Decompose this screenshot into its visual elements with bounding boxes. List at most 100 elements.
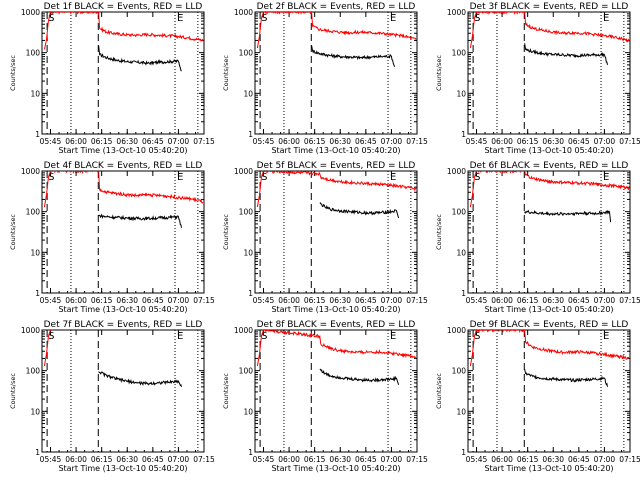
events-series-line (311, 45, 395, 67)
end-marker: E (177, 331, 183, 342)
y-tick-label: 100 (452, 49, 467, 58)
x-tick-label: 06:30 (116, 137, 138, 146)
x-tick-label: 06:00 (65, 296, 87, 305)
x-tick-label: 05:45 (40, 296, 62, 305)
start-marker: S (474, 331, 480, 342)
x-tick-label: 07:00 (594, 455, 616, 464)
events-series-line (319, 368, 400, 385)
x-tick-label: 06:00 (278, 296, 300, 305)
chart-title: Det 7f BLACK = Events, RED = LLD (44, 320, 203, 330)
chart-title: Det 2f BLACK = Events, RED = LLD (257, 2, 416, 12)
x-tick-label: 07:00 (381, 137, 403, 146)
events-series-line (98, 371, 182, 387)
start-marker: S (48, 172, 54, 183)
plot-frame (41, 170, 205, 294)
events-series-line (524, 43, 608, 66)
start-marker: S (261, 331, 267, 342)
x-tick-label: 07:15 (619, 455, 640, 464)
plot-frame (467, 170, 631, 294)
y-tick-label: 1 (248, 130, 253, 139)
y-tick-label: 1 (461, 289, 466, 298)
x-tick-label: 06:00 (278, 137, 300, 146)
y-tick-label: 1000 (21, 326, 40, 335)
x-tick-label: 05:45 (466, 296, 488, 305)
x-tick-label: 05:45 (253, 137, 275, 146)
y-tick-label: 1000 (447, 167, 466, 176)
x-tick-label: 06:45 (142, 137, 164, 146)
x-tick-label: 06:45 (355, 296, 377, 305)
chart-panel: Det 7f BLACK = Events, RED = LLD 1 10 100 10… (9, 320, 215, 473)
x-axis-label: Start Time (13-Oct-10 05:40:20) (271, 305, 400, 314)
y-axis-label: Counts/sec (435, 55, 443, 91)
x-tick-label: 06:00 (65, 455, 87, 464)
y-tick-label: 100 (239, 367, 254, 376)
chart-panel: Det 9f BLACK = Events, RED = LLD 1 10 100 10… (435, 320, 640, 473)
chart-panel: Det 2f BLACK = Events, RED = LLD 1 10 100 10… (222, 2, 428, 155)
x-tick-label: 06:15 (304, 137, 326, 146)
plot-frame (41, 329, 205, 453)
x-tick-label: 07:15 (406, 455, 428, 464)
lld-series-line (256, 171, 417, 208)
x-tick-label: 06:00 (491, 137, 513, 146)
x-tick-label: 07:00 (381, 455, 403, 464)
x-tick-label: 07:15 (193, 137, 215, 146)
x-tick-label: 06:00 (491, 296, 513, 305)
x-tick-label: 05:45 (253, 455, 275, 464)
events-series-line (524, 368, 608, 387)
y-tick-label: 1000 (234, 326, 253, 335)
x-tick-label: 07:00 (594, 137, 616, 146)
x-tick-label: 07:15 (193, 296, 215, 305)
start-marker: S (474, 13, 480, 24)
plot-frame (254, 170, 418, 294)
x-tick-label: 06:45 (568, 137, 590, 146)
x-tick-label: 06:15 (91, 137, 113, 146)
y-tick-label: 100 (239, 49, 254, 58)
chart-panel: Det 3f BLACK = Events, RED = LLD 1 10 100 10… (435, 2, 640, 155)
events-series-line (524, 209, 612, 223)
lld-series-line (43, 330, 51, 367)
x-tick-label: 06:15 (517, 137, 539, 146)
x-tick-label: 05:45 (466, 137, 488, 146)
x-tick-label: 06:45 (355, 137, 377, 146)
y-tick-label: 10 (243, 407, 253, 416)
x-tick-label: 06:30 (116, 296, 138, 305)
y-tick-label: 100 (452, 367, 467, 376)
y-tick-label: 10 (456, 89, 466, 98)
x-tick-label: 06:00 (491, 455, 513, 464)
end-marker: E (390, 13, 396, 24)
x-tick-label: 07:00 (168, 137, 190, 146)
x-tick-label: 06:30 (542, 455, 564, 464)
chart-panel: Det 1f BLACK = Events, RED = LLD 1 10 100 10… (9, 2, 215, 155)
y-tick-label: 1 (461, 448, 466, 457)
chart-panel: Det 5f BLACK = Events, RED = LLD 1 10 100 10… (222, 161, 428, 314)
events-series-line (319, 202, 400, 219)
x-tick-label: 07:00 (168, 455, 190, 464)
plot-frame (467, 11, 631, 135)
x-tick-label: 07:15 (406, 296, 428, 305)
x-axis-label: Start Time (13-Oct-10 05:40:20) (271, 146, 400, 155)
y-axis-label: Counts/sec (435, 214, 443, 250)
y-axis-label: Counts/sec (9, 214, 17, 250)
chart-title: Det 6f BLACK = Events, RED = LLD (470, 161, 629, 171)
chart-title: Det 9f BLACK = Events, RED = LLD (470, 320, 629, 330)
start-marker: S (261, 172, 267, 183)
start-marker: S (48, 13, 54, 24)
end-marker: E (177, 172, 183, 183)
chart-title: Det 5f BLACK = Events, RED = LLD (257, 161, 416, 171)
x-tick-label: 07:00 (594, 296, 616, 305)
end-marker: E (603, 331, 609, 342)
chart-title: Det 4f BLACK = Events, RED = LLD (44, 161, 203, 171)
y-tick-label: 1 (461, 130, 466, 139)
x-tick-label: 06:45 (568, 455, 590, 464)
y-axis-label: Counts/sec (9, 373, 17, 409)
x-tick-label: 05:45 (40, 137, 62, 146)
y-tick-label: 10 (456, 407, 466, 416)
y-tick-label: 10 (30, 248, 40, 257)
chart-title: Det 1f BLACK = Events, RED = LLD (44, 2, 203, 12)
x-axis-label: Start Time (13-Oct-10 05:40:20) (484, 146, 613, 155)
x-tick-label: 06:45 (568, 296, 590, 305)
y-tick-label: 10 (456, 248, 466, 257)
x-axis-label: Start Time (13-Oct-10 05:40:20) (271, 464, 400, 473)
x-axis-label: Start Time (13-Oct-10 05:40:20) (58, 146, 187, 155)
y-tick-label: 1 (248, 289, 253, 298)
